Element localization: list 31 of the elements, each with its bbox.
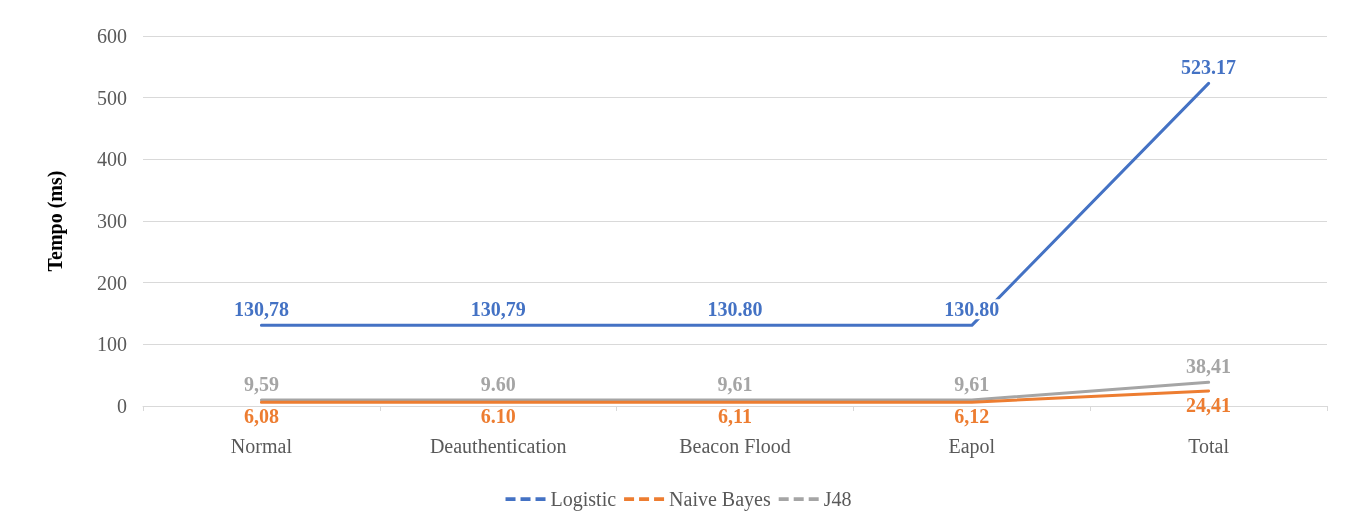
data-label: 9,61 bbox=[717, 373, 753, 396]
data-label: 24,41 bbox=[1186, 393, 1232, 416]
y-tick-label: 200 bbox=[97, 271, 127, 294]
data-label: 6,12 bbox=[954, 405, 990, 428]
data-label: 130.80 bbox=[944, 298, 1000, 321]
x-tick-label: Normal bbox=[230, 435, 293, 457]
x-tick-label: Total bbox=[1188, 435, 1230, 457]
y-axis-title: Tempo (ms) bbox=[44, 170, 67, 272]
y-tick-label: 0 bbox=[117, 395, 127, 417]
y-tick-label: 300 bbox=[97, 210, 127, 232]
x-tick-label: Beacon Flood bbox=[679, 435, 791, 457]
x-tick-label: Eapol bbox=[948, 435, 996, 458]
y-tick-label: 100 bbox=[97, 333, 127, 356]
data-label: 9,61 bbox=[954, 373, 990, 396]
data-label: 9,59 bbox=[243, 373, 279, 396]
data-label: 130,78 bbox=[233, 298, 289, 321]
data-label: 130,79 bbox=[470, 298, 526, 321]
data-label: 6.10 bbox=[480, 405, 516, 428]
y-tick-label: 500 bbox=[97, 86, 127, 109]
y-tick-label: 400 bbox=[97, 148, 127, 171]
legend-label: J48 bbox=[823, 488, 852, 510]
x-tick-label: Deauthentication bbox=[429, 435, 567, 457]
data-label: 523.17 bbox=[1181, 56, 1237, 79]
data-label: 130.80 bbox=[707, 298, 763, 321]
y-tick-label: 600 bbox=[97, 25, 127, 47]
data-label: 38,41 bbox=[1186, 355, 1232, 378]
data-label: 6,08 bbox=[243, 405, 279, 428]
data-label: 9.60 bbox=[480, 373, 516, 396]
legend-label: Naive Bayes bbox=[669, 488, 771, 511]
data-label: 6,11 bbox=[718, 405, 752, 428]
legend-label: Logistic bbox=[550, 488, 617, 511]
